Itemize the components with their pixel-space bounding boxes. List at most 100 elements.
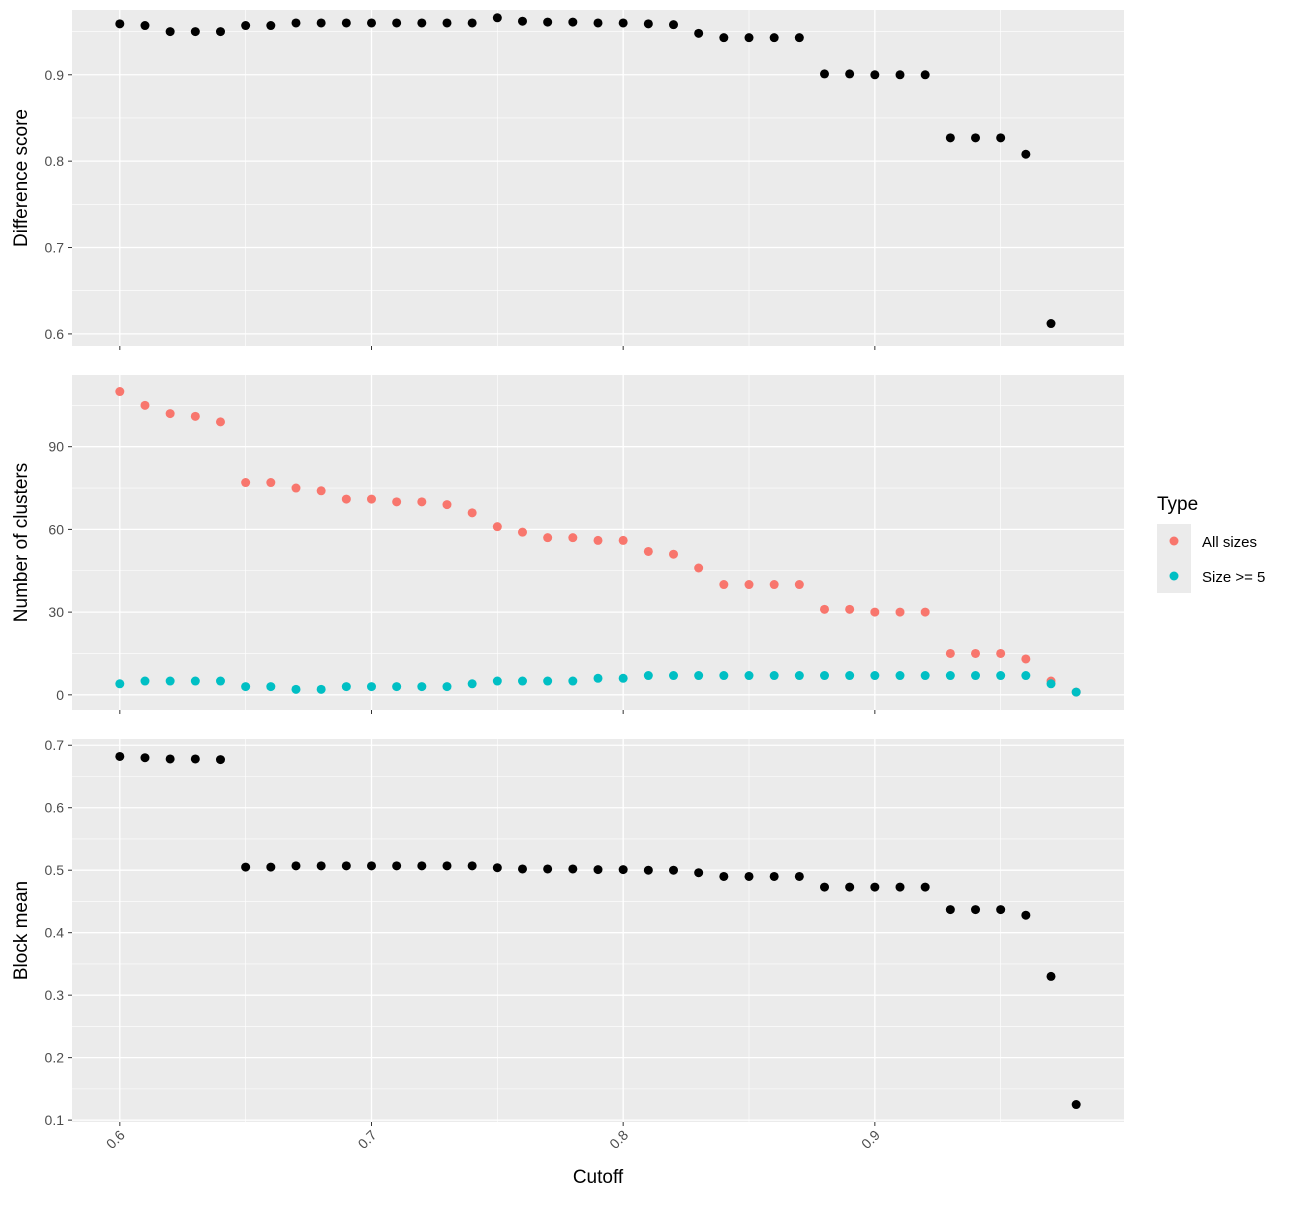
data-point (694, 28, 704, 38)
data-point (643, 19, 653, 29)
data-point (895, 607, 905, 617)
data-point (190, 411, 200, 421)
data-point (115, 679, 125, 689)
data-point (392, 497, 402, 507)
data-point (291, 861, 301, 871)
data-point (669, 865, 679, 875)
data-point (820, 882, 830, 892)
data-point (266, 478, 276, 488)
data-point (996, 671, 1006, 681)
panel-difference-score: 0.6 0.7 0.8 0.9 Difference score (11, 10, 1124, 350)
y-axis-title: Number of clusters (11, 463, 32, 622)
series-difference-score (115, 13, 1056, 329)
data-point (241, 478, 251, 488)
data-point (392, 682, 402, 692)
data-point (643, 865, 653, 875)
data-point (392, 861, 402, 871)
data-point (996, 648, 1006, 658)
data-point (140, 400, 150, 410)
data-point (845, 69, 855, 79)
data-point (669, 20, 679, 30)
y-tick-label: 0.1 (45, 1112, 65, 1128)
data-point (719, 33, 729, 43)
data-point (215, 676, 225, 686)
data-point (442, 18, 452, 28)
data-point (543, 676, 553, 686)
data-point (669, 549, 679, 559)
data-point (568, 676, 578, 686)
data-point (291, 483, 301, 493)
legend: Type All sizes Size >= 5 (1157, 494, 1265, 593)
data-point (266, 21, 276, 31)
data-point (643, 546, 653, 556)
x-tick-label: 0.7 (355, 1127, 380, 1152)
y-tick-label: 0.5 (45, 862, 65, 878)
y-tick-label: 0 (56, 687, 64, 703)
data-point (442, 500, 452, 510)
data-point (945, 905, 955, 915)
data-point (769, 671, 779, 681)
data-point (543, 864, 553, 874)
y-tick-label: 0.7 (45, 240, 65, 256)
legend-title: Type (1157, 494, 1198, 515)
data-point (467, 18, 477, 28)
x-tick-label: 0.6 (103, 1127, 128, 1152)
y-axis-title: Difference score (11, 109, 32, 247)
panels-layer: 0.6 0.7 0.8 0.9 Difference score 0 30 60 90 Numbe… (11, 10, 1124, 1152)
x-axis-title: Cutoff (573, 1167, 624, 1188)
data-point (744, 580, 754, 590)
data-point (165, 754, 175, 764)
data-point (920, 607, 930, 617)
data-point (291, 18, 301, 28)
data-point (517, 676, 527, 686)
series-block-mean (115, 751, 1081, 1110)
data-point (492, 676, 502, 686)
data-point (165, 676, 175, 686)
data-point (316, 486, 326, 496)
data-point (517, 864, 527, 874)
data-point (165, 27, 175, 37)
data-point (744, 871, 754, 881)
data-point (392, 18, 402, 28)
data-point (241, 862, 251, 872)
data-point (140, 753, 150, 763)
data-point (316, 18, 326, 28)
data-point (417, 497, 427, 507)
data-point (442, 682, 452, 692)
data-point (1071, 687, 1081, 697)
y-tick-label: 0.8 (45, 153, 65, 169)
data-point (971, 905, 981, 915)
data-point (945, 133, 955, 143)
legend-key-size-ge-5 (1169, 571, 1179, 581)
data-point (442, 861, 452, 871)
data-point (593, 535, 603, 545)
data-point (945, 671, 955, 681)
y-tick-label: 0.3 (45, 987, 65, 1003)
data-point (140, 21, 150, 31)
panel-background (72, 739, 1124, 1122)
data-point (643, 671, 653, 681)
data-point (694, 563, 704, 573)
legend-key-all-sizes (1169, 536, 1179, 546)
data-point (618, 535, 628, 545)
data-point (115, 751, 125, 761)
data-point (266, 682, 276, 692)
data-point (190, 27, 200, 37)
data-point (1046, 679, 1056, 689)
data-point (744, 671, 754, 681)
y-tick-label: 0.2 (45, 1050, 65, 1066)
y-axis-title: Block mean (11, 881, 32, 980)
data-point (769, 871, 779, 881)
data-point (1071, 1100, 1081, 1110)
data-point (1021, 149, 1031, 159)
data-point (794, 871, 804, 881)
data-point (492, 863, 502, 873)
data-point (366, 18, 376, 28)
data-point (241, 21, 251, 31)
data-point (769, 580, 779, 590)
data-point (870, 607, 880, 617)
data-point (845, 671, 855, 681)
data-point (895, 70, 905, 80)
data-point (417, 682, 427, 692)
